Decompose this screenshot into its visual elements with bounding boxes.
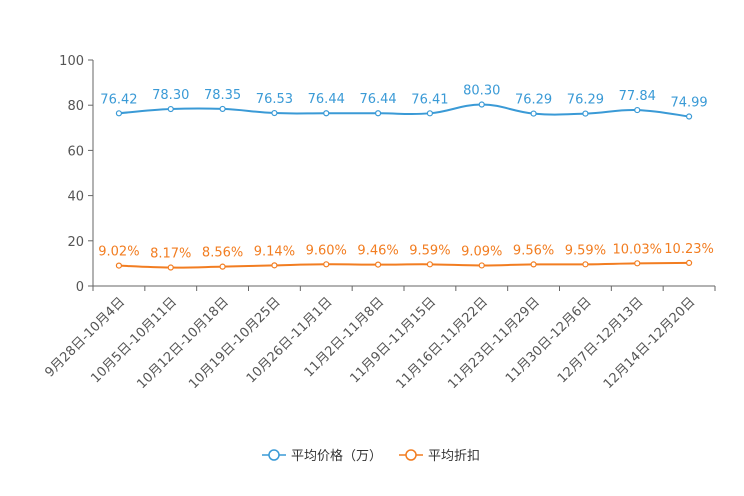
data-label: 8.17% bbox=[150, 247, 191, 262]
data-label: 76.42 bbox=[100, 92, 137, 107]
legend-marker-icon bbox=[405, 449, 417, 461]
data-point bbox=[582, 110, 589, 117]
data-label: 80.30 bbox=[463, 84, 500, 99]
data-label: 9.56% bbox=[513, 243, 554, 258]
data-point bbox=[374, 110, 382, 117]
data-point bbox=[478, 101, 485, 108]
series-2: 9.02% 8.17% 8.56% 9.14% 9.60% 9.46% 9.59% 9.09%… bbox=[98, 242, 714, 271]
data-point bbox=[115, 110, 123, 117]
data-point bbox=[530, 261, 537, 268]
data-point bbox=[167, 264, 174, 271]
data-point bbox=[426, 261, 434, 268]
series-1: 76.42 78.30 78.35 76.53 76.44 76.44 76.41 80.30… bbox=[100, 84, 708, 120]
x-tick-label: 11月9日-11月15日 bbox=[348, 295, 440, 387]
data-point bbox=[634, 106, 641, 114]
data-label: 76.41 bbox=[411, 92, 448, 107]
data-label: 10.03% bbox=[612, 242, 662, 257]
data-point bbox=[685, 259, 693, 266]
x-tick-label: 11月23日-11月29日 bbox=[445, 295, 542, 392]
y-tick-label: 20 bbox=[67, 235, 84, 250]
legend-label: 平均折扣 bbox=[428, 449, 480, 464]
legend-item-1[interactable]: 平均价格（万） bbox=[262, 448, 382, 464]
data-label: 9.60% bbox=[306, 243, 347, 258]
chart-legend[interactable]: 平均价格（万） 平均折扣 bbox=[262, 448, 480, 464]
x-tick-label: 10月5日-10月11日 bbox=[88, 295, 180, 387]
data-point bbox=[219, 263, 226, 270]
data-label: 76.44 bbox=[359, 92, 396, 107]
data-label: 76.29 bbox=[515, 93, 552, 108]
series-line bbox=[118, 261, 690, 269]
data-point bbox=[634, 260, 641, 267]
x-tick-label: 12月14日-12月20日 bbox=[601, 295, 698, 392]
y-tick-label: 0 bbox=[76, 280, 84, 295]
legend-label: 平均价格（万） bbox=[291, 448, 382, 464]
data-label: 10.23% bbox=[664, 242, 714, 257]
data-point bbox=[271, 109, 278, 117]
y-tick-label: 100 bbox=[59, 54, 84, 69]
data-label: 76.29 bbox=[567, 93, 604, 108]
x-tick-label: 10月19日-10月25日 bbox=[186, 295, 283, 392]
x-tick-label: 12月7日-12月13日 bbox=[555, 295, 647, 387]
data-label: 76.44 bbox=[308, 92, 345, 107]
data-label: 76.53 bbox=[256, 92, 293, 107]
data-point bbox=[426, 110, 434, 117]
data-point bbox=[323, 261, 330, 268]
data-label: 8.56% bbox=[202, 246, 243, 261]
data-label: 78.30 bbox=[152, 88, 189, 103]
data-label: 74.99 bbox=[670, 96, 707, 111]
y-tick-label: 80 bbox=[67, 99, 84, 114]
data-label: 9.02% bbox=[98, 245, 139, 260]
data-label: 9.14% bbox=[254, 244, 295, 259]
data-point bbox=[323, 110, 330, 117]
data-point bbox=[115, 262, 123, 269]
y-tick-label: 40 bbox=[67, 190, 84, 205]
data-point bbox=[530, 110, 537, 117]
legend-marker-icon bbox=[268, 449, 280, 461]
data-point bbox=[582, 261, 589, 268]
data-label: 77.84 bbox=[619, 89, 656, 104]
data-label: 78.35 bbox=[204, 88, 241, 103]
data-label: 9.59% bbox=[409, 243, 450, 258]
legend-item-2[interactable]: 平均折扣 bbox=[399, 449, 480, 464]
data-point bbox=[374, 261, 382, 268]
x-tick-label: 11月16日-11月22日 bbox=[394, 295, 491, 392]
data-label: 9.09% bbox=[461, 244, 502, 259]
data-point bbox=[685, 113, 693, 120]
data-label: 9.59% bbox=[565, 243, 606, 258]
data-point bbox=[271, 262, 278, 269]
x-tick-label: 11月30日-12月6日 bbox=[503, 295, 595, 387]
data-point bbox=[478, 262, 485, 269]
data-label: 9.46% bbox=[357, 244, 398, 259]
x-tick-label: 10月12日-10月18日 bbox=[134, 295, 231, 392]
chart-series: 76.42 78.30 78.35 76.53 76.44 76.44 76.41 80.30… bbox=[98, 84, 714, 271]
y-tick-label: 60 bbox=[67, 144, 84, 159]
x-tick-label: 10月26日-11月1日 bbox=[244, 295, 336, 387]
data-point bbox=[167, 105, 174, 113]
data-point bbox=[219, 105, 226, 113]
series-line bbox=[118, 103, 690, 118]
